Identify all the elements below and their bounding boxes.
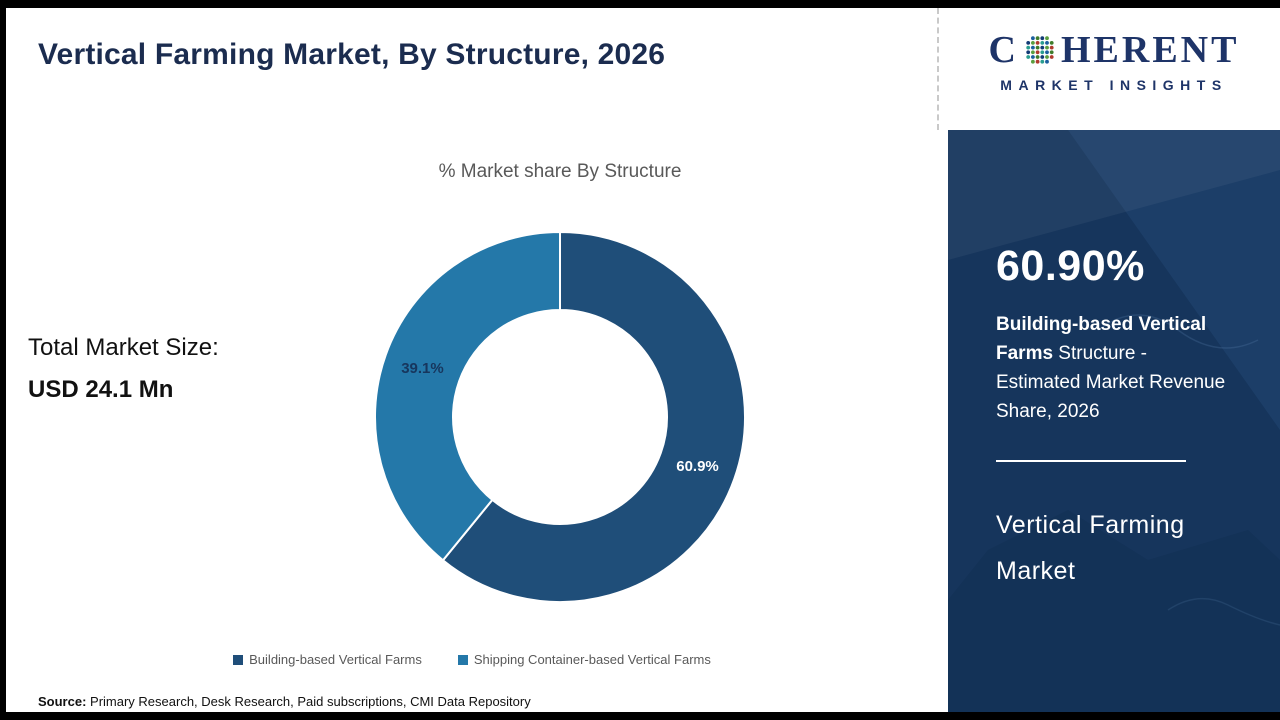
total-market-size-value: USD 24.1 Mn — [28, 376, 174, 403]
separator-line — [996, 460, 1186, 462]
legend-item-container: Shipping Container-based Vertical Farms — [457, 652, 711, 667]
donut-slice-1 — [374, 230, 561, 562]
page-title: Vertical Farming Market, By Structure, 2… — [38, 38, 666, 71]
donut-chart: 60.9% 39.1% — [374, 230, 746, 603]
legend-item-building: Building-based Vertical Farms — [233, 652, 422, 667]
source-label: Source: — [38, 694, 87, 709]
source-note: Source: Primary Research, Desk Research,… — [38, 694, 531, 709]
share-value: 60.90% — [996, 242, 1145, 290]
chart-title: % Market share By Structure — [438, 161, 682, 182]
coherent-globe-icon — [1026, 36, 1054, 64]
highlight-panel: 60.90% Building-based Vertical Farms Str… — [948, 130, 1280, 712]
slice-label-1: 39.1% — [401, 360, 444, 377]
chart-main-area: Vertical Farming Market, By Structure, 2… — [6, 8, 938, 712]
share-description-rest: Structure - Estimated Market Revenue Sha… — [996, 343, 1226, 422]
map-texture-decoration — [948, 130, 1280, 712]
brand-wordmark: C HERENT — [948, 28, 1280, 72]
total-market-size: Total Market Size: USD 24.1 Mn — [28, 334, 219, 404]
legend-swatch-container — [457, 654, 468, 665]
legend-label-building: Building-based Vertical Farms — [249, 652, 422, 667]
market-name-line2: Market — [996, 557, 1076, 585]
market-name: Vertical Farming Market — [996, 502, 1185, 594]
share-description: Building-based Vertical Farms Structure … — [996, 310, 1231, 426]
brand-tagline: MARKET INSIGHTS — [1000, 77, 1228, 93]
chart-legend: Building-based Vertical Farms Shipping C… — [6, 652, 938, 667]
divider-line — [937, 8, 939, 130]
brand-logo: C HERENT MARKET INSIGHTS — [948, 8, 1280, 130]
legend-swatch-building — [233, 654, 244, 665]
slice-label-0: 60.9% — [676, 458, 719, 475]
total-market-size-label: Total Market Size: — [28, 334, 219, 361]
source-text: Primary Research, Desk Research, Paid su… — [86, 694, 531, 709]
donut-slice-0 — [441, 230, 746, 603]
legend-label-container: Shipping Container-based Vertical Farms — [473, 652, 711, 667]
panel-gap — [938, 8, 948, 712]
share-description-bold: Building-based Vertical Farms — [996, 314, 1207, 364]
brand-prefix: C — [988, 29, 1019, 71]
brand-suffix: HERENT — [1060, 29, 1240, 71]
market-name-line1: Vertical Farming — [996, 511, 1185, 539]
